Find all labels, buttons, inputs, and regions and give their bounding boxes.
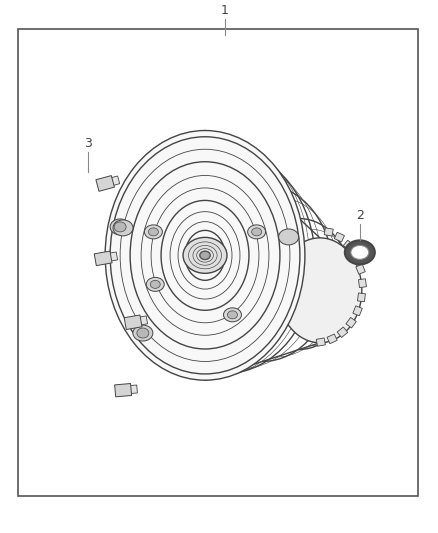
Ellipse shape [279,229,299,245]
Polygon shape [96,175,114,191]
Bar [316,338,325,346]
Ellipse shape [223,308,241,322]
Ellipse shape [227,311,237,319]
Bar [327,334,337,344]
Ellipse shape [150,280,160,288]
Ellipse shape [133,325,153,341]
Bar [351,251,361,262]
Ellipse shape [146,277,164,292]
Ellipse shape [137,328,149,338]
Polygon shape [115,384,131,397]
Ellipse shape [252,228,261,236]
Polygon shape [123,385,138,394]
Ellipse shape [113,220,133,236]
Text: 2: 2 [356,209,364,222]
Bar [356,264,365,274]
Bar [343,240,354,251]
Ellipse shape [105,131,305,380]
Bar [337,327,348,337]
Bar [353,306,362,316]
Text: 1: 1 [221,4,229,17]
Bar [324,228,333,236]
Ellipse shape [145,225,162,239]
Polygon shape [124,315,142,329]
Polygon shape [104,176,120,187]
Ellipse shape [183,237,227,273]
Bar [346,318,356,328]
Ellipse shape [110,219,130,235]
Ellipse shape [200,252,210,260]
Ellipse shape [351,245,369,260]
Bar [334,232,344,242]
Polygon shape [132,316,148,326]
Ellipse shape [278,238,362,343]
Polygon shape [94,251,112,265]
Bar [358,279,367,288]
Ellipse shape [148,228,159,236]
Bar [357,293,365,302]
Bar [18,29,418,496]
Text: 3: 3 [84,138,92,150]
Ellipse shape [345,240,375,264]
Polygon shape [102,252,118,262]
Ellipse shape [114,222,126,232]
Ellipse shape [247,225,265,239]
